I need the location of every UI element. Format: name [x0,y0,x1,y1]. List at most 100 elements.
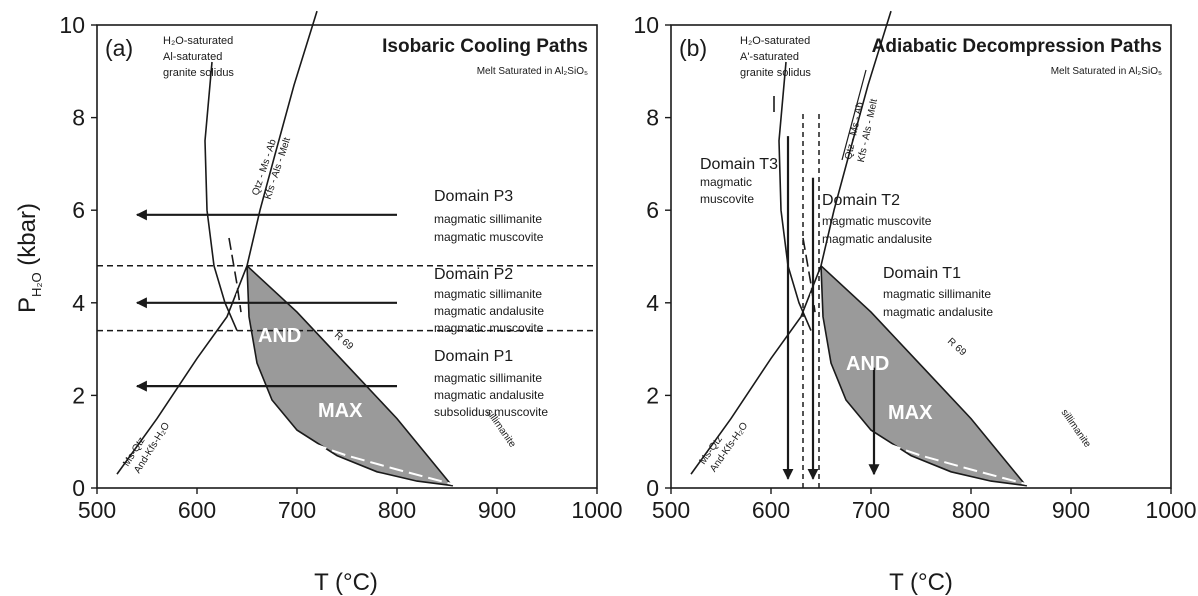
x-tick-label: 500 [652,497,690,523]
y-tick-label: 2 [72,382,85,408]
x-tick-label: 700 [278,497,316,523]
domain-title: Domain T2 [822,192,900,209]
r69-curve [820,265,1027,487]
wet-solidus-dashed [810,293,1028,486]
r69-label: R 69 [945,336,968,359]
y-tick-label: 8 [646,105,659,131]
panel-a: 500 600 700 800 900 1000 0 2 4 6 8 10 (a) Isobaric … [14,10,623,596]
solidus-label-3: granite solidus [163,67,234,79]
x-tick-label: 900 [478,497,516,523]
muscovite-melting-curve [820,10,892,266]
r69-curve [246,265,453,487]
domain-t3: Domain T3 magmatic muscovite [700,156,778,206]
solidus-label-2: Al-saturated [163,51,222,63]
and-max-field [247,265,453,486]
domain-title: Domain P2 [434,266,513,283]
wet-solidus-dashed-top [228,237,242,313]
domain-p3: Domain P3 magmatic sillimanite magmatic … [434,188,544,244]
y-tick-label: 10 [633,12,659,38]
x-tick-label: 700 [852,497,890,523]
y-axis-label-main: P [14,297,41,313]
y-axis-label: PH₂O (kbar) [14,203,44,313]
muscovite-melting-curve [246,10,318,266]
field-lower-boundary [246,265,454,487]
axis-ticks: 500 600 700 800 900 1000 0 2 4 6 8 10 [633,12,1196,523]
muscovite-dehydration-curve [690,265,822,475]
y-axis-label-unit: (kbar) [14,203,41,272]
solidus-label-2: A'-saturated [740,51,799,63]
y-tick-label: 8 [72,105,85,131]
decompression-paths [782,136,880,480]
domain-line: magmatic sillimanite [434,371,542,385]
solidus-label-3: granite solidus [740,67,811,79]
y-tick-label: 6 [72,197,85,223]
x-tick-label: 900 [1052,497,1090,523]
x-tick-label: 800 [378,497,416,523]
x-tick-label: 1000 [571,497,622,523]
domain-line: subsolidus muscovite [434,405,548,419]
ms-line-label: Ms-Qtz And-Kfs-H₂O [697,420,750,474]
plot-frame [96,24,598,489]
x-tick-label: 1000 [1145,497,1196,523]
chart-title: Isobaric Cooling Paths [382,36,588,57]
and-field-label: AND [258,325,301,347]
wet-solidus-dashed [236,293,454,486]
and-field-label: AND [846,353,889,375]
solidus-label-1: H₂O-saturated [740,35,810,47]
y-tick-label: 0 [72,475,85,501]
domain-line: magmatic andalusite [434,388,544,402]
domain-line: magmatic muscovite [822,214,932,228]
domain-line: magmatic [700,175,752,189]
domain-p1: Domain P1 magmatic sillimanite magmatic … [434,348,548,419]
domain-title: Domain P3 [434,188,513,205]
max-field-label: MAX [888,402,933,424]
granite-solidus-curve [778,61,812,331]
plot-frame [670,24,1172,489]
chart-subtitle: Melt Saturated in Al₂SiO₅ [1051,66,1162,77]
granite-solidus-curve [204,61,238,331]
y-axis-label-text: PH₂O (kbar) [14,203,44,313]
x-axis-label: T (°C) [314,569,378,596]
y-tick-label: 4 [72,290,85,316]
panel-label: (b) [679,35,707,61]
melt-line-tick [841,69,867,161]
chart-subtitle: Melt Saturated in Al₂SiO₅ [477,66,588,77]
melt-line-label: Qtz - Ms - Ab Kfs - Als - Melt [843,98,880,164]
domain-title: Domain T3 [700,156,778,173]
y-tick-label: 4 [646,290,659,316]
domain-t1: Domain T1 magmatic sillimanite magmatic … [883,265,993,319]
domain-line: magmatic muscovite [434,321,544,335]
panel-b: 500 600 700 800 900 1000 0 2 4 6 8 10 (b) Adiabatic… [633,10,1197,596]
x-tick-label: 600 [752,497,790,523]
max-field-label: MAX [318,400,363,422]
domain-line: magmatic sillimanite [434,287,542,301]
domain-line: magmatic sillimanite [434,212,542,226]
cooling-paths [135,209,397,392]
x-tick-label: 600 [178,497,216,523]
domain-p2: Domain P2 magmatic sillimanite magmatic … [434,266,544,335]
field-lower-boundary [820,265,1028,487]
domain-line: magmatic andalusite [434,304,544,318]
x-tick-label: 500 [78,497,116,523]
domain-line: magmatic andalusite [883,305,993,319]
x-tick-label: 800 [952,497,990,523]
solidus-label-1: H₂O-saturated [163,35,233,47]
domain-line: magmatic andalusite [822,232,932,246]
y-tick-label: 10 [59,12,85,38]
r69-label: R 69 [332,330,355,353]
domain-line: magmatic muscovite [434,230,544,244]
domain-title: Domain T1 [883,265,961,282]
axis-ticks: 500 600 700 800 900 1000 0 2 4 6 8 10 [59,12,622,523]
panel-label: (a) [105,35,133,61]
domain-line: muscovite [700,192,754,206]
y-tick-label: 2 [646,382,659,408]
ms-line-label: Ms-Qtz And-Kfs-H₂O [121,420,172,475]
domain-t2: Domain T2 magmatic muscovite magmatic an… [822,192,932,246]
y-tick-label: 0 [646,475,659,501]
muscovite-dehydration-curve [116,265,248,475]
x-axis-label: T (°C) [889,569,953,596]
chart-title: Adiabatic Decompression Paths [872,36,1162,57]
domain-title: Domain P1 [434,348,513,365]
y-axis-label-sub: H₂O [29,272,44,297]
